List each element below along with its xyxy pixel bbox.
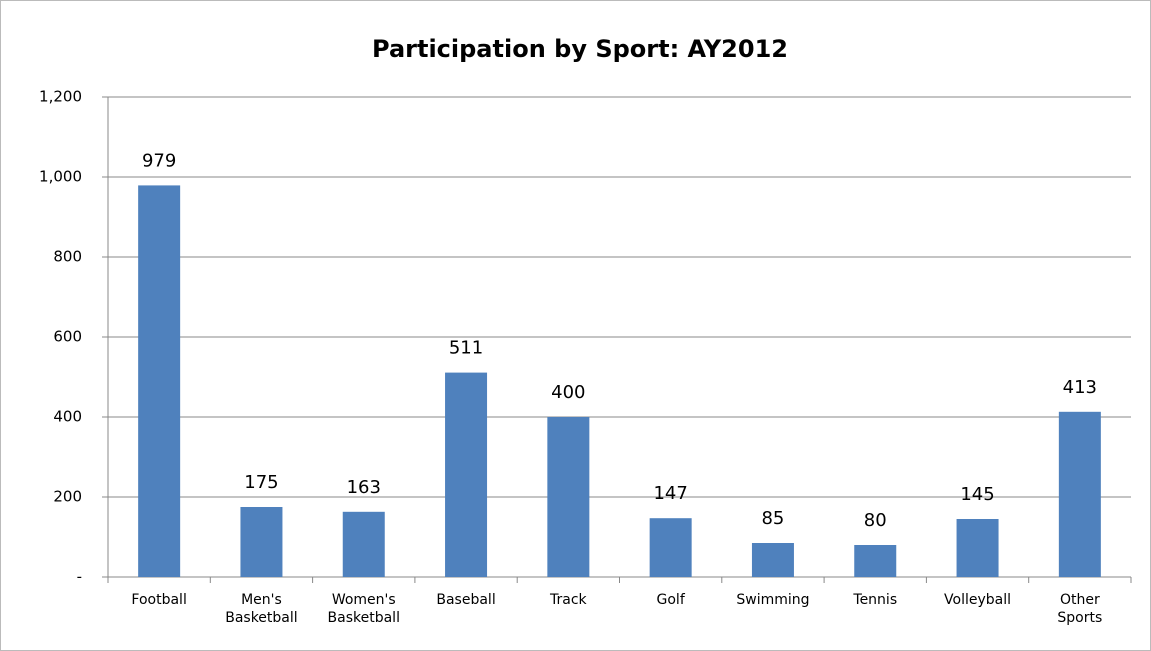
data-label: 979	[142, 150, 176, 171]
bar	[751, 543, 794, 577]
x-tick-label: Golf	[656, 592, 685, 608]
bar	[240, 507, 283, 577]
x-tick-label: Volleyball	[944, 592, 1012, 608]
data-label: 511	[449, 338, 483, 359]
y-tick-label: 200	[53, 488, 82, 506]
x-tick-label: Women's Basketball	[327, 592, 400, 626]
x-tick-label: Men's Basketball	[225, 592, 298, 626]
y-tick-label: 1,000	[39, 168, 82, 186]
y-tick-label: 800	[53, 248, 82, 266]
bar	[138, 185, 181, 577]
data-label: 400	[551, 382, 585, 403]
y-tick-label: 600	[53, 328, 82, 346]
data-label: 145	[960, 484, 994, 505]
x-tick-label: Football	[131, 592, 187, 608]
chart-title: Participation by Sport: AY2012	[372, 35, 788, 63]
bar	[445, 372, 488, 577]
bar	[649, 518, 692, 577]
bar	[342, 511, 385, 577]
x-tick-label: Other Sports	[1057, 592, 1103, 626]
x-tick-label: Track	[550, 592, 587, 608]
bar	[547, 417, 590, 577]
bar	[854, 545, 897, 577]
y-tick-label: 1,200	[39, 88, 82, 106]
data-label: 175	[244, 472, 278, 493]
y-tick-label: -	[77, 568, 82, 586]
y-tick-label: 400	[53, 408, 82, 426]
data-label: 413	[1063, 377, 1097, 398]
x-tick-label: Baseball	[436, 592, 496, 608]
x-tick-label: Swimming	[736, 592, 810, 608]
data-label: 147	[653, 483, 687, 504]
data-label: 80	[864, 510, 887, 531]
data-label: 163	[347, 477, 381, 498]
x-tick-label: Tennis	[853, 592, 898, 608]
data-label: 85	[761, 508, 784, 529]
bar	[956, 519, 999, 577]
bar	[1058, 411, 1101, 577]
